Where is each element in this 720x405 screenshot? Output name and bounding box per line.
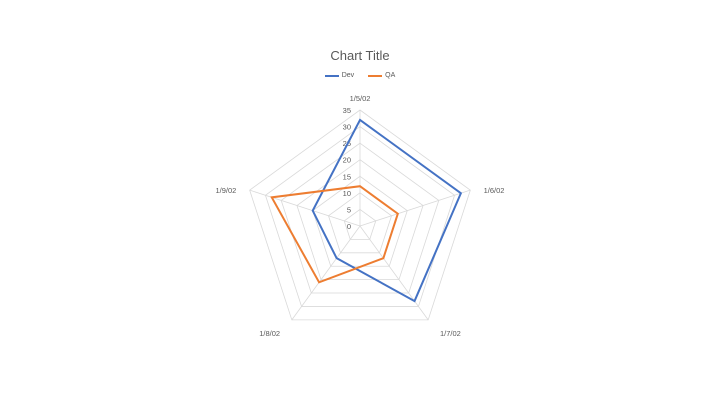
chart-title: Chart Title bbox=[330, 48, 390, 63]
legend-label-dev: Dev bbox=[341, 72, 355, 79]
legend-swatch-qa bbox=[368, 74, 383, 77]
grid-spoke bbox=[359, 189, 471, 227]
category-label: 1/7/02 bbox=[440, 329, 461, 338]
tick-label: 5 bbox=[347, 205, 351, 214]
grid-ring bbox=[264, 126, 456, 307]
tick-label: 0 bbox=[347, 222, 351, 231]
grid-ring bbox=[280, 142, 440, 294]
grid-spoke bbox=[359, 225, 429, 321]
category-label: 1/5/02 bbox=[350, 94, 371, 103]
legend: Dev QA bbox=[0, 72, 720, 79]
category-label: 1/8/02 bbox=[259, 329, 280, 338]
legend-item-qa: QA bbox=[368, 72, 395, 79]
tick-label: 35 bbox=[343, 106, 351, 115]
grid-ring bbox=[296, 159, 424, 281]
grid-spoke bbox=[249, 189, 361, 227]
tick-label: 10 bbox=[343, 189, 351, 198]
tick-label: 20 bbox=[343, 156, 351, 165]
grid-ring bbox=[249, 109, 471, 321]
series-line-dev bbox=[311, 118, 463, 303]
category-label: 1/9/02 bbox=[216, 186, 237, 195]
grid-spoke bbox=[291, 225, 361, 321]
legend-item-dev: Dev bbox=[324, 72, 355, 79]
grid-ring bbox=[343, 208, 377, 240]
tick-label: 30 bbox=[343, 123, 351, 132]
series-line-qa bbox=[270, 185, 400, 284]
category-label: 1/6/02 bbox=[484, 186, 505, 195]
grid-ring bbox=[328, 192, 392, 254]
tick-label: 15 bbox=[343, 172, 351, 181]
legend-label-qa: QA bbox=[385, 72, 396, 79]
legend-swatch-dev bbox=[324, 74, 339, 77]
